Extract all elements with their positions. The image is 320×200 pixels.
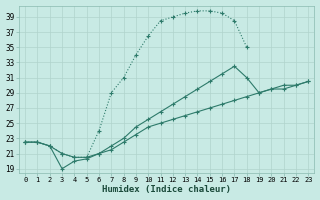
X-axis label: Humidex (Indice chaleur): Humidex (Indice chaleur) [102, 185, 231, 194]
